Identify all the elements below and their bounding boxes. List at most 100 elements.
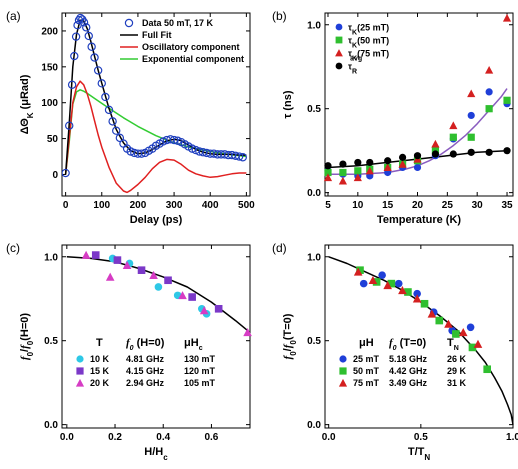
plot-area <box>323 13 512 185</box>
data-point <box>444 319 453 328</box>
legend-entry: 20 K <box>90 378 110 388</box>
legend-marker <box>76 355 84 363</box>
y-tick-label: 0 <box>52 170 58 181</box>
plot-frame <box>61 12 251 197</box>
data-point <box>468 343 477 352</box>
legend-frequency: 4.42 GHz <box>389 366 428 376</box>
data-point <box>366 158 374 167</box>
y-tick-label: 1.0 <box>307 252 321 263</box>
legend-frequency: 4.15 GHz <box>126 366 165 376</box>
data-point <box>82 23 91 32</box>
data-point <box>449 133 457 141</box>
x-tick-label: 0.0 <box>322 432 336 443</box>
y-tick-label: 0.5 <box>307 336 321 347</box>
legend-entry: τK(50 mT) <box>348 36 389 50</box>
legend-frequency: 5.18 GHz <box>389 354 428 364</box>
data-point <box>187 144 197 153</box>
x-tick-label: 500 <box>238 200 255 211</box>
x-tick-label: 0.0 <box>60 432 74 443</box>
data-point <box>178 291 187 300</box>
data-point <box>126 147 135 156</box>
y-tick-label: 150 <box>41 62 58 73</box>
panel-label: (b) <box>272 9 287 23</box>
x-tick-label: 30 <box>472 200 484 211</box>
legend-marker <box>75 378 85 387</box>
x-tick-label: 300 <box>166 200 183 211</box>
y-tick-label: 200 <box>41 26 58 37</box>
legend-header: μHc <box>184 337 203 352</box>
data-point <box>485 105 493 113</box>
data-point <box>413 163 422 172</box>
legend-entry: 50 mT <box>353 366 380 376</box>
data-point <box>485 148 493 156</box>
y-tick-label: 0.0 <box>307 188 321 199</box>
data-point <box>188 293 196 301</box>
data-point <box>81 250 91 259</box>
data-point <box>452 330 460 338</box>
data-point <box>113 256 122 264</box>
x-tick-label: 10 <box>352 200 364 211</box>
data-point <box>412 294 422 303</box>
data-point <box>339 168 347 177</box>
legend-frequency: 3.49 GHz <box>389 378 428 388</box>
y-axis-label: ΔΘK (μRad) <box>19 74 35 134</box>
legend-marker <box>335 23 343 31</box>
data-point <box>473 339 483 348</box>
data-point <box>368 275 378 285</box>
legend-marker <box>335 49 343 57</box>
y-axis-label: f0/f0(H=0) <box>19 313 35 360</box>
legend-header: μH <box>359 337 374 349</box>
plot-area <box>66 250 252 337</box>
y-tick-label: 50 <box>47 134 59 145</box>
legend-entry: 25 mT <box>353 354 380 364</box>
data-point <box>449 150 457 158</box>
legend-marker <box>335 62 343 70</box>
x-tick-label: 35 <box>501 200 513 211</box>
legend-entry: 75 mT <box>353 378 380 388</box>
data-point <box>404 288 412 296</box>
x-tick-label: 400 <box>202 200 219 211</box>
data-point <box>466 323 475 332</box>
legend-frequency: 2.94 GHz <box>126 378 165 388</box>
legend-field: 130 mT <box>184 354 216 364</box>
plot-frame <box>324 244 514 429</box>
data-point <box>79 18 89 27</box>
legend-entry: τRavg <box>348 56 362 76</box>
x-tick-label: 1.0 <box>506 432 518 443</box>
plot-frame <box>324 12 514 197</box>
legend-entry: Data 50 mT, 17 K <box>142 18 214 28</box>
data-point <box>90 53 99 62</box>
data-point <box>413 152 422 160</box>
data-point <box>84 31 93 41</box>
legend-field: 26 K <box>447 354 467 364</box>
data-point <box>378 271 386 280</box>
panel-c: (c) 0.0 0.2 0.4 0.6 0.0 0.5 1.0 H/Hc f0/f0(H=0) T f… <box>6 241 252 462</box>
panel-label: (a) <box>6 9 21 23</box>
x-tick-label: 0 <box>63 200 69 211</box>
data-point <box>353 267 363 276</box>
data-point <box>101 92 110 102</box>
data-point <box>413 289 421 298</box>
data-point <box>324 168 332 177</box>
legend-marker <box>335 36 343 44</box>
data-point <box>356 266 364 274</box>
data-point <box>431 150 440 158</box>
x-axis-label: Temperature (K) <box>377 214 461 226</box>
legend-entry: Oscillatory component <box>142 42 240 52</box>
data-point <box>74 15 84 25</box>
data-point <box>353 173 362 182</box>
data-point <box>354 167 362 175</box>
data-point <box>105 272 115 281</box>
data-point <box>383 163 392 172</box>
legend-entry: τK(75 mT) <box>348 49 389 63</box>
data-point <box>394 279 403 288</box>
data-point <box>71 32 81 41</box>
data-point <box>238 153 247 162</box>
data-point <box>384 157 392 165</box>
data-point <box>323 173 333 182</box>
data-point <box>420 299 429 308</box>
data-point <box>383 280 392 290</box>
data-point <box>112 126 121 135</box>
data-point <box>338 176 348 185</box>
